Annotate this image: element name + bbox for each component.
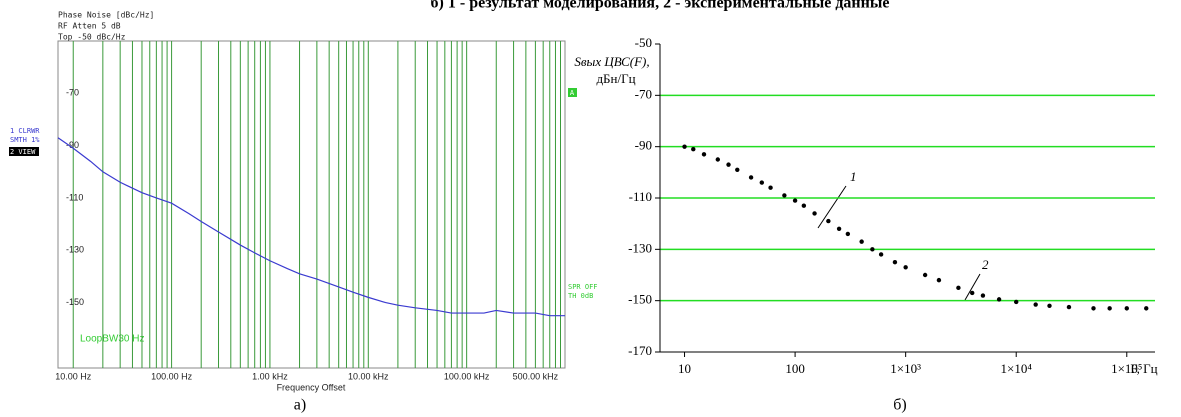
point-label: 1 bbox=[850, 169, 857, 184]
marker-box bbox=[568, 88, 577, 97]
y-tick-label: -150 bbox=[628, 292, 652, 307]
trace-badge bbox=[9, 147, 39, 156]
y-tick-label: -70 bbox=[66, 88, 79, 98]
data-point bbox=[812, 211, 817, 216]
y-axis-unit: дБн/Гц bbox=[596, 71, 635, 86]
point-label: 2 bbox=[982, 257, 989, 272]
panel-label: б) bbox=[893, 397, 906, 414]
data-point bbox=[1107, 306, 1112, 311]
side-label: SPR OFF bbox=[568, 283, 598, 291]
x-tick-label: 10 bbox=[678, 361, 691, 376]
data-point bbox=[956, 285, 961, 291]
data-point bbox=[792, 198, 798, 203]
y-tick-label: -50 bbox=[635, 35, 652, 50]
data-point bbox=[922, 272, 928, 278]
data-point bbox=[980, 293, 986, 298]
data-point bbox=[1014, 299, 1019, 305]
y-tick-label: -130 bbox=[66, 245, 84, 255]
data-point bbox=[845, 231, 851, 237]
data-point bbox=[1047, 303, 1052, 308]
y-tick-label: -130 bbox=[628, 240, 652, 255]
plot-frame bbox=[57, 40, 566, 369]
data-point bbox=[826, 218, 831, 224]
x-axis-label: F, Гц bbox=[1130, 361, 1157, 376]
y-tick-label: -90 bbox=[66, 140, 79, 150]
data-point bbox=[878, 252, 884, 257]
leader-line bbox=[817, 185, 847, 229]
data-point bbox=[691, 147, 696, 152]
data-point bbox=[701, 152, 707, 157]
data-point bbox=[759, 180, 765, 185]
y-tick-label: -150 bbox=[66, 297, 84, 307]
data-point bbox=[903, 265, 908, 270]
x-tick-label: 10.00 kHz bbox=[348, 371, 389, 381]
x-tick-label: 500.00 kHz bbox=[513, 371, 559, 381]
data-point bbox=[768, 185, 773, 190]
series-line bbox=[57, 137, 565, 317]
data-point bbox=[748, 175, 754, 180]
y-tick-label: -170 bbox=[628, 343, 652, 358]
data-point bbox=[726, 162, 731, 167]
x-tick-label: 1×10⁴ bbox=[1001, 361, 1033, 376]
data-point bbox=[735, 167, 740, 172]
header: RF Atten 5 dB bbox=[58, 22, 121, 31]
data-point bbox=[859, 239, 864, 244]
y-tick-label: -110 bbox=[66, 192, 83, 202]
data-point bbox=[836, 226, 842, 231]
x-tick-label: 1.00 kHz bbox=[252, 371, 288, 381]
data-point bbox=[1124, 306, 1129, 311]
x-tick-label: 100.00 kHz bbox=[444, 371, 490, 381]
data-point bbox=[682, 144, 687, 149]
data-point bbox=[892, 259, 898, 265]
data-point bbox=[715, 157, 721, 162]
y-tick-label: -70 bbox=[635, 86, 652, 101]
header: Phase Noise [dBc/Hz] bbox=[58, 11, 154, 20]
y-tick-label: -90 bbox=[635, 138, 652, 153]
data-point bbox=[970, 290, 975, 296]
x-tick-label: 1×10⁵ bbox=[1111, 361, 1142, 376]
data-point bbox=[996, 297, 1002, 302]
panel-label: а) bbox=[294, 397, 306, 414]
x-tick-label: 10.00 Hz bbox=[55, 371, 92, 381]
data-point bbox=[782, 193, 787, 198]
side-label: TH 0dB bbox=[568, 292, 593, 300]
trace-label: 2 VIEW bbox=[10, 148, 36, 156]
data-point bbox=[1066, 304, 1072, 310]
y-axis-label: Sвых ЦВС(F), bbox=[574, 54, 649, 69]
x-tick-label: 1×10³ bbox=[890, 361, 921, 376]
marker-label: A bbox=[570, 89, 575, 97]
caption: б) 1 - результат моделирования, 2 - эксп… bbox=[431, 0, 890, 12]
x-tick-label: 100.00 Hz bbox=[151, 371, 193, 381]
data-point bbox=[801, 203, 807, 208]
data-point bbox=[1091, 306, 1096, 311]
y-tick-label: -110 bbox=[629, 189, 652, 204]
data-point bbox=[870, 247, 875, 252]
header: Top -50 dBc/Hz bbox=[58, 33, 126, 42]
data-point bbox=[1144, 306, 1149, 311]
x-axis-label: Frequency Offset bbox=[277, 382, 346, 392]
leader-line bbox=[964, 273, 981, 301]
annotation: LoopBW30 Hz bbox=[80, 334, 144, 345]
trace-label: 1 CLRWR bbox=[10, 127, 40, 135]
x-tick-label: 100 bbox=[785, 361, 805, 376]
trace-label: SMTH 1% bbox=[10, 136, 40, 144]
data-point bbox=[1033, 302, 1038, 307]
data-point bbox=[936, 277, 942, 283]
